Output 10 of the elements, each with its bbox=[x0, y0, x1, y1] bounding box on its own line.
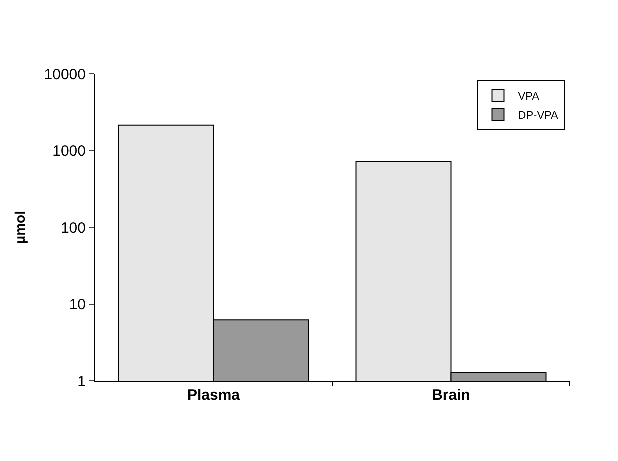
y-tick-label: 1000 bbox=[52, 143, 86, 160]
y-tick-label: 100 bbox=[60, 220, 86, 237]
y-tick-label: 10000 bbox=[44, 66, 86, 84]
legend-label: DP-VPA bbox=[518, 110, 560, 122]
x-tick-label: Plasma bbox=[187, 387, 241, 404]
y-tick-label: 1 bbox=[78, 373, 86, 390]
y-axis-title: µmol bbox=[12, 211, 28, 244]
y-tick-label: 10 bbox=[69, 296, 86, 314]
x-tick-label: Brain bbox=[432, 387, 470, 404]
legend-label: VPA bbox=[518, 90, 540, 103]
